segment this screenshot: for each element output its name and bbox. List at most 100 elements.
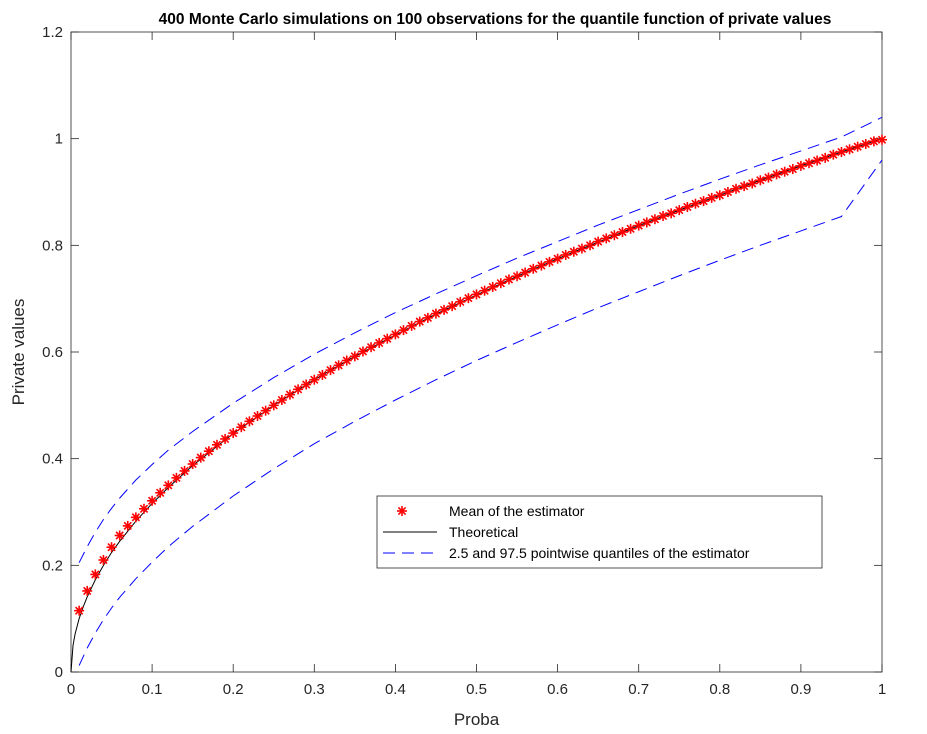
data-point [739,181,750,192]
data-point [171,472,182,483]
data-point [755,175,766,186]
data-point [422,312,433,323]
data-point [625,223,636,234]
data-point [747,178,758,189]
data-point [528,263,539,274]
data-point [820,152,831,163]
data-point [666,208,677,219]
data-point [479,285,490,296]
data-point [439,304,450,315]
data-point [106,542,117,553]
data-point [155,487,166,498]
data-point [714,190,725,201]
data-point [698,196,709,207]
y-tick-label: 0.4 [42,451,63,468]
data-point [877,134,887,145]
data-point [138,503,149,514]
data-point [503,274,514,285]
data-point [787,164,798,175]
x-tick-label: 0.2 [223,681,244,698]
data-point [195,452,206,463]
data-point [463,293,474,304]
data-point [576,243,587,254]
data-point [366,342,377,353]
data-point [641,217,652,228]
series-mean-of-estimator [74,134,887,616]
legend-label: 2.5 and 97.5 pointwise quantiles of the … [449,545,750,561]
data-point [649,214,660,225]
data-point [690,198,701,209]
data-point [585,240,596,251]
data-point [674,205,685,216]
data-point [447,301,458,312]
y-tick-label: 0.8 [42,237,63,254]
y-tick-label: 1 [55,131,63,148]
data-point [301,379,312,390]
data-point [82,585,93,596]
data-point [795,160,806,171]
data-point [398,325,409,336]
y-tick-label: 1.2 [42,24,63,41]
data-point [406,320,417,331]
data-point [147,495,158,506]
x-tick-label: 0.6 [547,681,568,698]
data-point [293,384,304,395]
x-tick-label: 0.4 [385,681,406,698]
data-point [520,267,531,278]
data-point [722,187,733,197]
data-point [374,337,385,348]
x-tick-label: 0.5 [466,681,487,698]
data-point [74,605,85,616]
y-tick-label: 0.6 [42,344,63,361]
data-point [349,351,360,362]
data-point [390,329,401,340]
data-point [601,233,612,244]
x-tick-label: 0.8 [709,681,730,698]
x-tick-label: 0.9 [790,681,811,698]
data-point [114,530,125,541]
data-point [812,155,823,166]
data-point [731,183,742,194]
data-point [130,512,141,523]
data-point [163,480,174,491]
data-point [868,136,879,147]
data-point [357,346,368,357]
data-point [187,459,198,469]
data-point [455,296,466,307]
chart-title: 400 Monte Carlo simulations on 100 obser… [159,11,832,28]
x-tick-label: 0 [67,681,75,698]
legend-item: Mean of the estimator [397,503,585,519]
data-point [220,433,231,444]
data-point [228,428,239,439]
data-point [836,147,847,157]
x-tick-label: 0.3 [304,681,325,698]
data-point [609,230,620,241]
series-quantile-band-2 [78,116,883,563]
data-point [828,149,839,160]
y-ticks: 0 0.2 0.4 0.6 0.8 1 1.2 [42,24,882,681]
data-point [471,289,482,300]
data-point [617,227,628,237]
data-point [860,139,871,149]
data-point [771,169,782,180]
data-point [495,278,506,289]
data-point [236,422,247,433]
data-point [658,211,669,221]
y-tick-label: 0.2 [42,557,63,574]
legend-label: Theoretical [449,524,518,540]
data-point [309,374,320,385]
data-point [276,395,287,405]
x-tick-label: 1 [878,681,886,698]
legend-label: Mean of the estimator [449,503,585,519]
data-point [414,316,425,327]
data-point [382,333,393,344]
legend-swatch [397,506,407,516]
data-point [804,158,815,169]
data-point [98,555,109,565]
y-axis-label: Private values [9,299,28,406]
data-point [763,172,774,183]
data-point [593,236,604,247]
legend-box [376,495,823,569]
data-point [90,569,101,580]
